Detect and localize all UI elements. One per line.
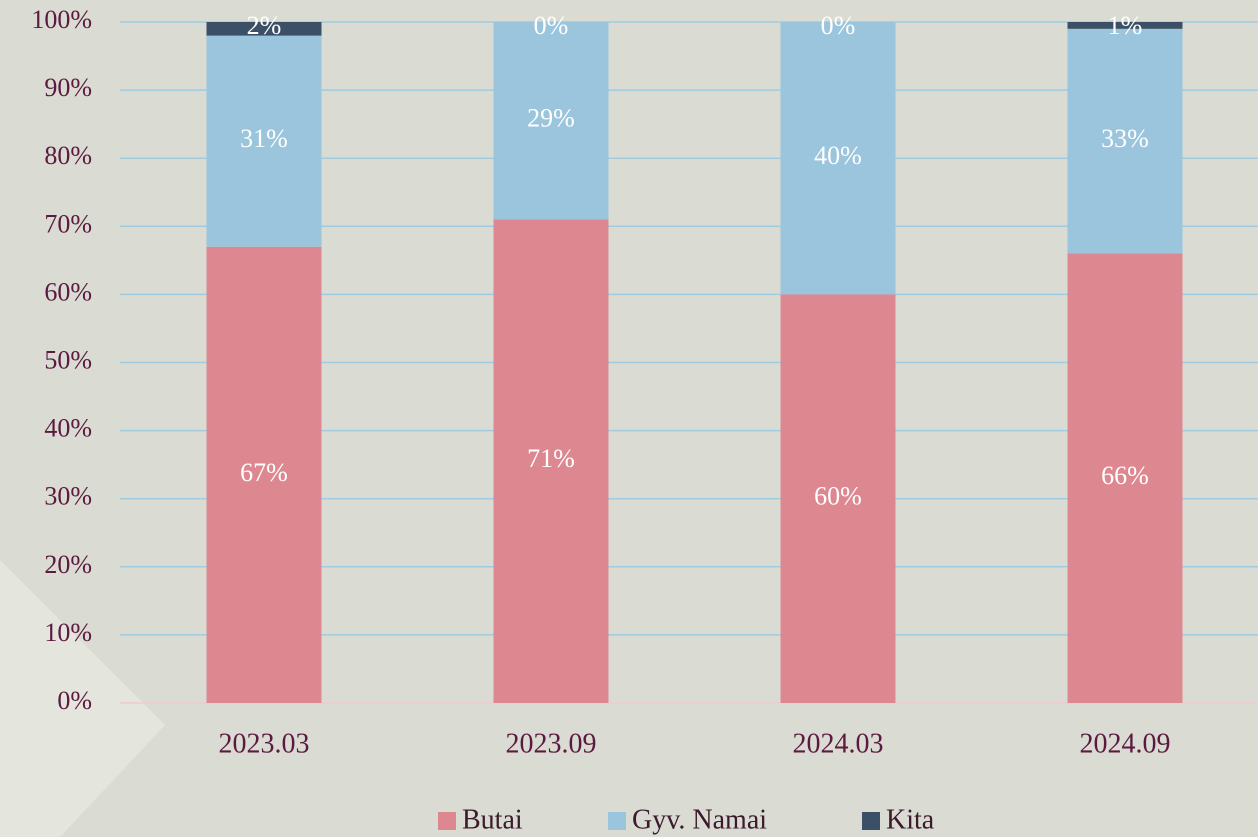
bar-segment	[206, 246, 322, 704]
y-tick-label: 20%	[44, 550, 92, 579]
data-label: 1%	[1108, 11, 1143, 40]
data-label: 0%	[821, 11, 856, 40]
x-tick-label: 2023.09	[506, 728, 597, 759]
y-tick-label: 50%	[44, 345, 92, 374]
bar-segment	[1067, 28, 1183, 254]
bar-segment	[493, 219, 609, 704]
data-label: 0%	[534, 11, 569, 40]
data-label: 31%	[240, 124, 288, 153]
decoration	[0, 560, 165, 837]
data-label: 71%	[527, 444, 575, 473]
x-tick-label: 2023.03	[219, 728, 310, 759]
legend-swatch	[862, 812, 880, 830]
x-tick-label: 2024.03	[793, 728, 884, 759]
data-label: 29%	[527, 104, 575, 133]
y-tick-label: 40%	[44, 414, 92, 443]
y-tick-label: 10%	[44, 618, 92, 647]
bar-segment	[493, 22, 609, 220]
bar-segment	[206, 35, 322, 247]
legend-label: Kita	[886, 804, 935, 835]
bar-segment	[780, 294, 896, 703]
legend-swatch	[608, 812, 626, 830]
y-tick-label: 0%	[57, 686, 92, 715]
bar-segment	[206, 22, 322, 36]
bar-segment	[1067, 22, 1183, 29]
data-label: 33%	[1101, 124, 1149, 153]
data-label: 67%	[240, 458, 288, 487]
bar-segment	[780, 22, 896, 295]
legend-label: Gyv. Namai	[632, 804, 767, 835]
legend-label: Butai	[462, 804, 523, 835]
data-label: 66%	[1101, 461, 1149, 490]
bar-segment	[1067, 253, 1183, 704]
y-tick-label: 60%	[44, 277, 92, 306]
data-label: 60%	[814, 482, 862, 511]
x-tick-label: 2024.09	[1080, 728, 1171, 759]
data-label: 2%	[247, 11, 282, 40]
data-label: 40%	[814, 141, 862, 170]
y-tick-label: 90%	[44, 73, 92, 102]
y-tick-label: 100%	[31, 5, 92, 34]
y-tick-label: 70%	[44, 209, 92, 238]
y-tick-label: 30%	[44, 482, 92, 511]
y-tick-label: 80%	[44, 141, 92, 170]
legend-swatch	[438, 812, 456, 830]
